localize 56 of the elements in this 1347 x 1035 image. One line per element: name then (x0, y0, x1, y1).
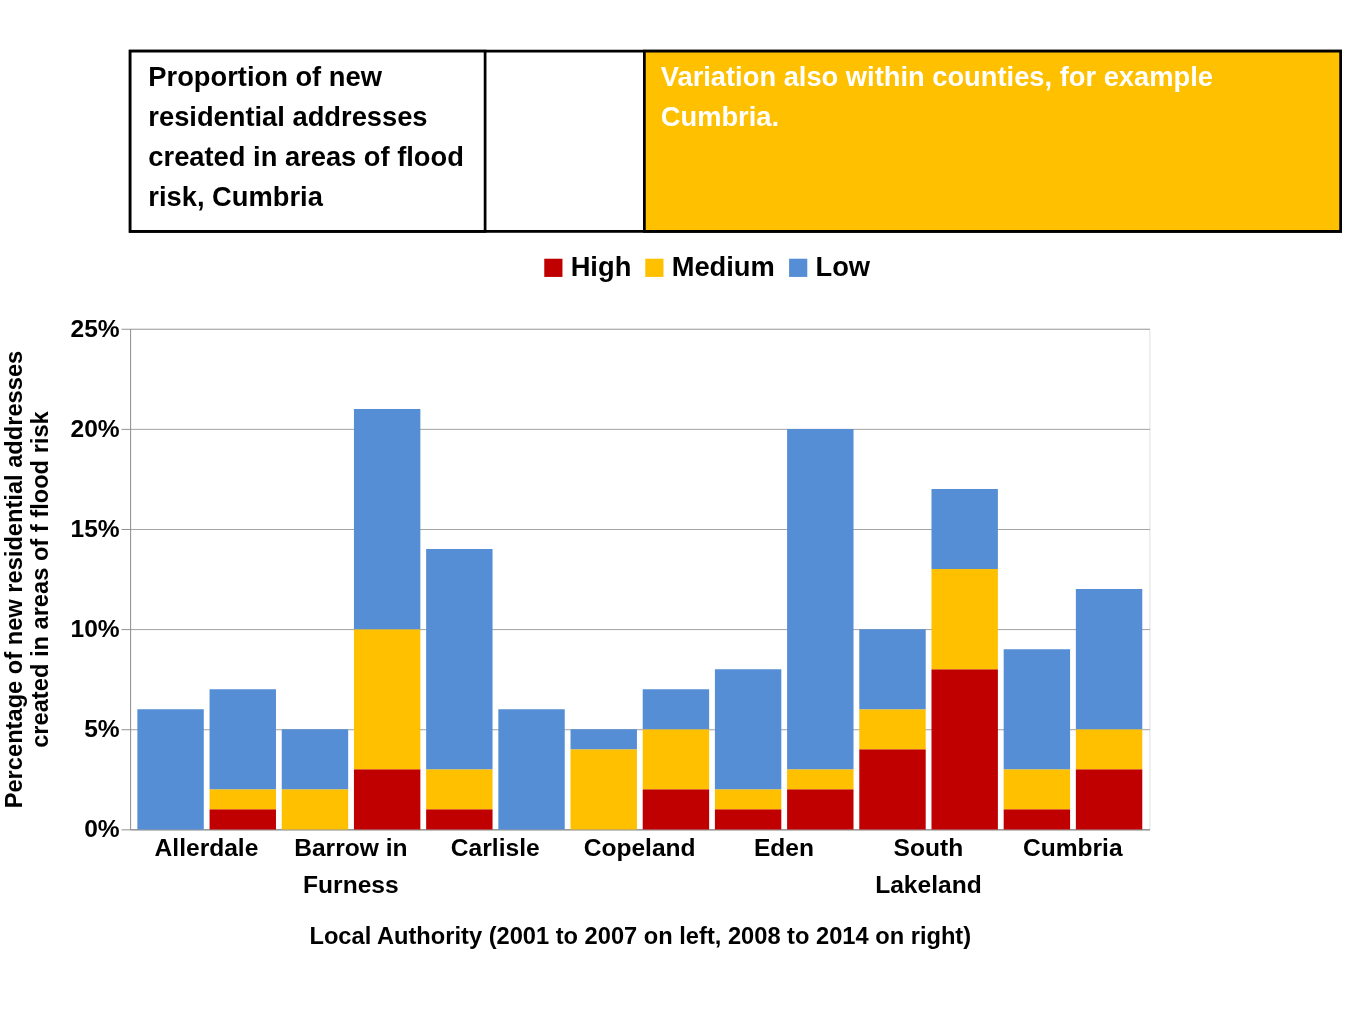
bar (498, 709, 565, 830)
bar (209, 809, 276, 830)
bar (281, 729, 349, 790)
y-tick-label: 0% (84, 815, 120, 843)
bar (426, 549, 493, 770)
bar (787, 789, 854, 830)
bar (931, 569, 998, 670)
bar (714, 809, 782, 830)
x-tick-label: Cumbria (1022, 834, 1123, 862)
bar (353, 408, 421, 630)
legend-label: Medium (671, 251, 775, 283)
x-tick-label: Allerdale (154, 834, 259, 862)
bar (137, 709, 204, 830)
bar (1075, 729, 1143, 770)
bar (570, 749, 637, 830)
legend-label: High (570, 251, 632, 283)
bar (931, 488, 998, 570)
y-tick-label: 15% (70, 514, 120, 542)
x-tick-label: Copeland (583, 834, 696, 862)
bar (426, 769, 493, 810)
bar (1003, 809, 1071, 830)
x-tick-label: Eden (753, 834, 815, 862)
bar (1003, 649, 1071, 770)
x-tick-label: Barrow in Furness (294, 834, 408, 898)
bar (426, 809, 493, 830)
bar (642, 689, 710, 730)
bar (859, 709, 926, 750)
y-axis-title: Percentage of new residential addresses created in areas of f flood risk (1, 350, 53, 809)
bar (1075, 589, 1143, 730)
chart-title: Proportion of new residential addresses created in areas of flood risk, Cumbria (148, 60, 464, 212)
x-tick-label: South Lakeland (875, 834, 982, 898)
bar (353, 769, 421, 830)
bar (353, 629, 421, 770)
y-tick-label: 10% (70, 614, 120, 642)
bar (931, 669, 998, 830)
bar (714, 789, 782, 810)
bar (714, 669, 782, 790)
x-tick-label: Carlisle (450, 834, 540, 862)
x-axis-title: Local Authority (2001 to 2007 on left, 2008 to 2014 on right) (309, 922, 972, 949)
bar (787, 428, 854, 770)
bar (1003, 769, 1071, 810)
bar (859, 749, 926, 830)
y-tick-label: 25% (70, 314, 120, 342)
bar (281, 789, 349, 830)
bar (209, 789, 276, 810)
chart-subtitle: Variation also within counties, for example Cumbria. (660, 60, 1213, 132)
bar (642, 789, 710, 830)
legend-label: Low (815, 251, 871, 283)
y-tick-label: 20% (70, 414, 120, 442)
bar (859, 629, 926, 710)
bar (209, 689, 276, 790)
bar (570, 729, 637, 750)
y-tick-label: 5% (84, 715, 120, 742)
bar (642, 729, 710, 790)
bar (787, 769, 854, 790)
bar (1075, 769, 1143, 830)
